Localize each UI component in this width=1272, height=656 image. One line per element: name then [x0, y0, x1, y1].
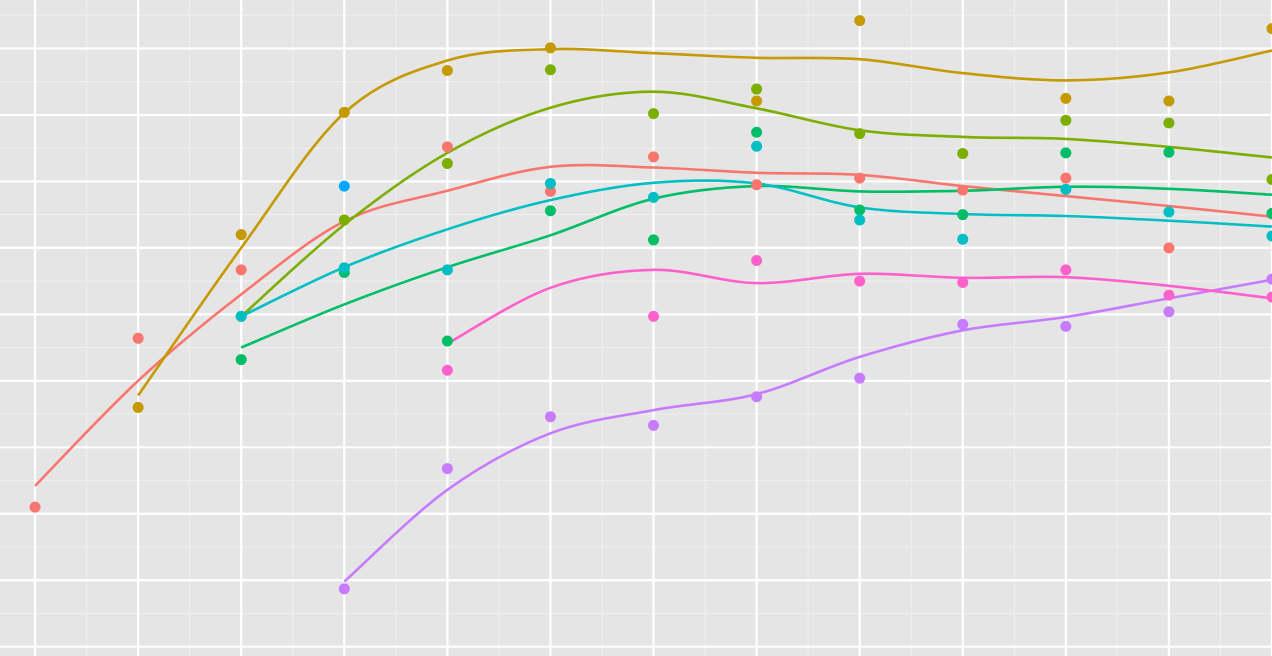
series-4-point	[648, 234, 660, 246]
series-1-point	[854, 172, 866, 184]
series-2-point	[751, 95, 763, 107]
series-line-3	[240, 90, 1272, 318]
series-1-point	[1163, 242, 1175, 254]
series-4-point	[1266, 207, 1272, 219]
series-line-2	[137, 47, 1272, 397]
series-3-point	[441, 158, 453, 170]
data-points	[29, 15, 1272, 595]
series-1-point	[957, 184, 969, 196]
series-3-point	[544, 64, 556, 76]
series-3-point	[1266, 173, 1272, 185]
series-1-point	[29, 501, 41, 513]
series-5-point	[544, 177, 556, 189]
series-8-point	[957, 276, 969, 288]
series-3-point	[751, 83, 763, 95]
series-1-point	[544, 185, 556, 197]
series-3-point	[854, 128, 866, 140]
series-2-point	[338, 106, 350, 118]
series-3-point	[1060, 114, 1072, 126]
series-7-point	[1163, 306, 1175, 318]
series-8-point	[1266, 291, 1272, 303]
series-4-point	[854, 204, 866, 216]
series-2-point	[1163, 95, 1175, 107]
series-4-point	[957, 209, 969, 221]
series-7-point	[751, 391, 763, 403]
series-8-point	[751, 255, 763, 267]
series-1-point	[441, 141, 453, 153]
series-4-point	[441, 335, 453, 347]
series-4-point	[544, 205, 556, 217]
series-3-point	[338, 214, 350, 226]
series-8-point	[854, 275, 866, 287]
series-line-7	[343, 278, 1272, 583]
series-4-point	[235, 354, 247, 366]
series-8-point	[648, 310, 660, 322]
series-5-point	[338, 262, 350, 274]
series-1-point	[132, 332, 144, 344]
series-line-1	[34, 163, 1272, 487]
series-1-point	[751, 179, 763, 191]
series-1-point	[235, 264, 247, 276]
series-2-point	[132, 401, 144, 413]
series-7-point	[854, 372, 866, 384]
series-5-point	[751, 140, 763, 152]
series-3-point	[648, 108, 660, 120]
series-8-point	[1163, 289, 1175, 301]
series-2-point	[854, 15, 866, 27]
series-5-point	[235, 310, 247, 322]
series-2-point	[544, 42, 556, 54]
series-2-point	[441, 64, 453, 76]
series-4-point	[751, 126, 763, 138]
series-7-point	[648, 419, 660, 431]
series-5-point	[1163, 206, 1175, 218]
series-7-point	[338, 583, 350, 595]
series-3-point	[1163, 117, 1175, 129]
series-2-point	[235, 229, 247, 241]
series-8-point	[1060, 264, 1072, 276]
series-2-point	[1060, 92, 1072, 104]
series-1-point	[1060, 172, 1072, 184]
series-5-point	[441, 264, 453, 276]
series-7-point	[441, 463, 453, 475]
series-5-point	[854, 214, 866, 226]
series-8-point	[441, 364, 453, 376]
series-1-point	[648, 151, 660, 163]
series-2-point	[1266, 23, 1272, 35]
series-7-point	[544, 411, 556, 423]
series-4-point	[1060, 147, 1072, 159]
series-5-point	[648, 191, 660, 203]
series-4-point	[1163, 146, 1175, 158]
series-7-point	[1060, 320, 1072, 332]
series-5-point	[1266, 230, 1272, 242]
series-3-point	[957, 148, 969, 160]
series-line-8	[446, 268, 1272, 345]
series-6-point	[338, 180, 350, 192]
series-5-point	[957, 233, 969, 245]
series-5-point	[1060, 183, 1072, 195]
series-7-point	[957, 318, 969, 330]
series-7-point	[1266, 273, 1272, 285]
